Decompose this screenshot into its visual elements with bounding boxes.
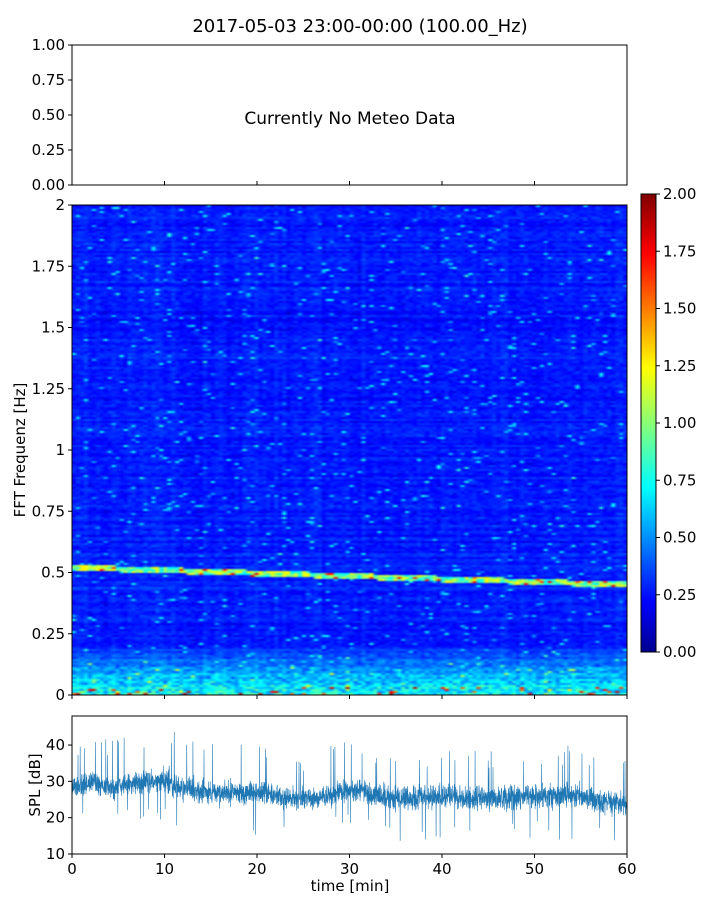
spectrogram-y-label: 0: [55, 686, 65, 704]
spectrogram-panel: 0 0.25 0.5 0.75 1 1.25 1.5 1.75 2 FFT Frequenz […: [11, 196, 628, 704]
spl-x-label: 40: [432, 860, 451, 878]
spl-x-label: time [min]: [311, 877, 390, 895]
spectrogram-x-ticks: [71, 695, 628, 699]
spl-y-label: 10: [46, 845, 65, 863]
spectrogram-y-label: 0.75: [32, 502, 65, 520]
figure-title: 2017-05-03 23:00-00:00 (100.00_Hz): [192, 16, 527, 37]
colorbar-tick-label: 1.75: [663, 242, 696, 260]
colorbar-tick-label: 1.50: [663, 300, 696, 318]
spectrogram-y-axis: 0 0.25 0.5 0.75 1 1.25 1.5 1.75 2: [32, 196, 72, 704]
spl-series-line: [71, 731, 628, 841]
spectrogram-y-label: 1.25: [32, 380, 65, 398]
colorbar-tick-label: 1.00: [663, 414, 696, 432]
spl-x-label: 0: [67, 860, 77, 878]
spectrogram-y-label: 2: [55, 196, 65, 214]
spectrogram-y-label: 0.5: [41, 564, 65, 582]
colorbar-ticks: 0.00 0.25 0.50 0.75 1.00 1.25 1.50 1.75 2.00: [656, 185, 696, 661]
colorbar-tick-label: 0.00: [663, 643, 696, 661]
spl-y-label: SPL [dB]: [26, 753, 44, 816]
spl-y-label: 20: [46, 809, 65, 827]
spectrogram-heatmap: [72, 205, 627, 695]
meteo-y-axis: 0.00 0.25 0.50 0.75 1.00: [32, 36, 72, 194]
colorbar-tick-label: 0.50: [663, 529, 696, 547]
meteo-panel: 0.00 0.25 0.50 0.75 1.00 Currently No Meteo …: [32, 36, 628, 194]
meteo-message: Currently No Meteo Data: [244, 109, 455, 129]
spl-y-label: 30: [46, 772, 65, 790]
spl-x-label: 50: [525, 860, 544, 878]
spl-x-label: 20: [247, 860, 266, 878]
meteo-y-label: 1.00: [32, 36, 65, 54]
spl-x-label: 60: [617, 860, 636, 878]
spl-x-axis: 0 10 20 30 40 50 60: [67, 854, 637, 878]
colorbar-tick-label: 0.75: [663, 471, 696, 489]
spectrogram-y-label: 1.75: [32, 257, 65, 275]
spectrogram-y-label: FFT Frequenz [Hz]: [11, 383, 29, 518]
spl-y-axis: 10 20 30 40: [46, 736, 72, 863]
meteo-y-label: 0.50: [32, 106, 65, 124]
spl-x-label: 10: [155, 860, 174, 878]
spl-x-label: 30: [340, 860, 359, 878]
spectrogram-y-label: 0.25: [32, 625, 65, 643]
spectrogram-y-label: 1: [55, 441, 65, 459]
colorbar-tick-label: 2.00: [663, 185, 696, 203]
spectrogram-y-label: 1.5: [41, 319, 65, 337]
spl-y-label: 40: [46, 736, 65, 754]
meteo-y-label: 0.00: [32, 176, 65, 194]
meteo-y-label: 0.75: [32, 71, 65, 89]
colorbar: 0.00 0.25 0.50 0.75 1.00 1.25 1.50 1.75 2.00: [640, 185, 696, 661]
colorbar-gradient: [640, 193, 657, 653]
meteo-x-ticks: [71, 181, 628, 185]
colorbar-tick-label: 1.25: [663, 357, 696, 375]
colorbar-tick-label: 0.25: [663, 586, 696, 604]
meteo-y-label: 0.25: [32, 141, 65, 159]
